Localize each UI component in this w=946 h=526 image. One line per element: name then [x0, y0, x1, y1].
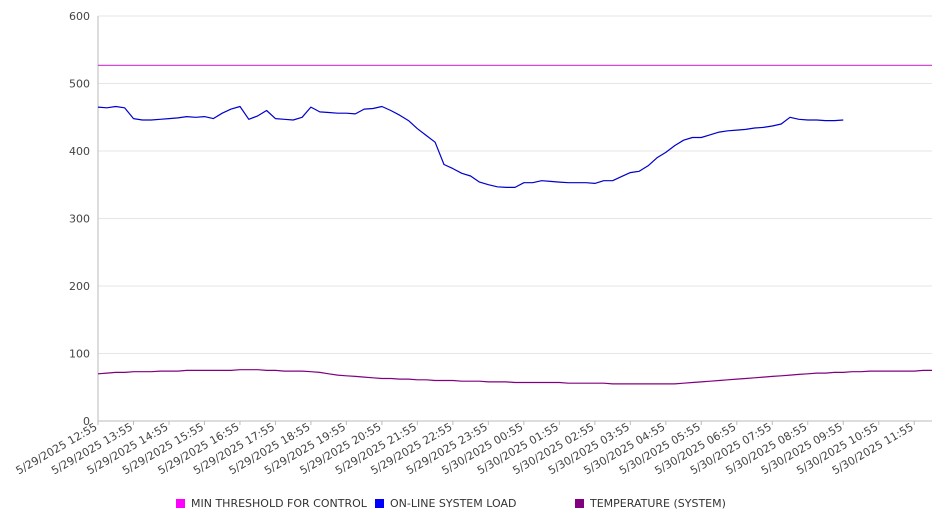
y-tick-labels: 0 100 200 300 400 500 600 — [69, 10, 90, 428]
y-tick-label: 500 — [69, 78, 90, 91]
legend-label-temperature: TEMPERATURE (SYSTEM) — [590, 497, 726, 510]
legend: MIN THRESHOLD FOR CONTROL ON-LINE SYSTEM… — [0, 497, 946, 515]
series-line-system-load — [97, 105, 844, 188]
y-tick-label: 600 — [69, 10, 90, 23]
series-lines — [97, 64, 932, 385]
legend-label-min-threshold: MIN THRESHOLD FOR CONTROL — [191, 497, 367, 510]
legend-swatch-temperature — [575, 499, 584, 508]
y-tick-label: 300 — [69, 213, 90, 226]
y-tick-label: 200 — [69, 280, 90, 293]
y-tick-label: 400 — [69, 145, 90, 158]
y-tick-label: 0 — [83, 415, 90, 428]
legend-swatch-min-threshold — [176, 499, 185, 508]
legend-item-temperature: TEMPERATURE (SYSTEM) — [575, 497, 726, 510]
gridlines — [98, 15, 932, 354]
series-line-temperature — [97, 369, 932, 385]
legend-item-min-threshold: MIN THRESHOLD FOR CONTROL — [176, 497, 367, 510]
legend-swatch-system-load — [375, 499, 384, 508]
y-tick-label: 100 — [69, 348, 90, 361]
legend-item-system-load: ON-LINE SYSTEM LOAD — [375, 497, 516, 510]
axes — [97, 16, 932, 422]
x-tick-labels: 5/29/2025 12:555/29/2025 13:555/29/2025 … — [14, 420, 916, 477]
legend-label-system-load: ON-LINE SYSTEM LOAD — [390, 497, 517, 510]
